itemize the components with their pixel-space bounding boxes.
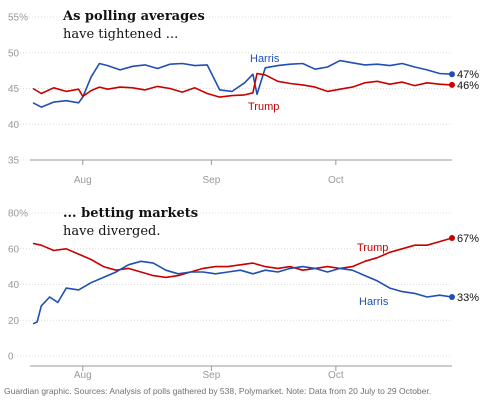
chart-2-harris-line bbox=[32, 260, 453, 325]
chart-1-x-tick-label: Sep bbox=[202, 175, 220, 186]
chart-1-trump-end-label: 46% bbox=[457, 80, 479, 92]
chart-1-trump-line bbox=[32, 72, 453, 98]
chart-2-trump-end-dot bbox=[449, 235, 455, 242]
chart-1-y-tick-label: 55% bbox=[8, 13, 28, 24]
chart-2-y-tick-label: 40 bbox=[8, 280, 20, 291]
chart-1-y-tick-label: 35 bbox=[8, 156, 20, 167]
chart-1-harris-end-dot bbox=[449, 71, 455, 78]
chart-1-y-tick-label: 45 bbox=[8, 84, 20, 95]
chart-2-y-tick-label: 60 bbox=[8, 244, 20, 255]
chart-footer-note: Guardian graphic. Sources: Analysis of p… bbox=[4, 386, 432, 396]
chart-2-x-tick-label: Aug bbox=[74, 370, 92, 381]
chart-2-trump-series-label: Trump bbox=[357, 242, 388, 254]
chart-1-trump-series-label: Trump bbox=[248, 101, 279, 113]
chart-1-x-tick-label: Aug bbox=[74, 175, 92, 186]
chart-1-harris-end-label: 47% bbox=[457, 69, 479, 81]
chart-2-y-tick-label: 20 bbox=[8, 316, 20, 327]
chart-2-subtitle: have diverged. bbox=[63, 224, 161, 239]
chart-2-harris-end-label: 33% bbox=[457, 292, 479, 304]
chart-1-title: As polling averages bbox=[62, 9, 205, 24]
chart-2-harris-end-dot bbox=[449, 294, 455, 301]
chart-1-y-tick-label: 50 bbox=[8, 48, 20, 59]
chart-2-trump-line bbox=[32, 237, 453, 279]
chart-2-harris-series-label: Harris bbox=[359, 296, 389, 308]
chart-2-title: ... betting markets bbox=[63, 206, 198, 221]
chart-2-x-tick-label: Oct bbox=[328, 370, 344, 381]
chart-2-y-tick-label: 0 bbox=[8, 352, 14, 363]
chart-2-y-tick-label: 80% bbox=[8, 209, 28, 220]
chart-1-trump-end-dot bbox=[449, 81, 455, 88]
chart-2-trump-end-label: 67% bbox=[457, 233, 479, 245]
chart-2-x-tick-label: Sep bbox=[202, 370, 220, 381]
chart-1-y-tick-label: 40 bbox=[8, 120, 20, 131]
chart-1-harris-line bbox=[32, 59, 453, 108]
chart-1-x-tick-label: Oct bbox=[328, 175, 344, 186]
chart-1-harris-series-label: Harris bbox=[250, 53, 280, 65]
chart-1-subtitle: have tightened ... bbox=[63, 27, 178, 42]
